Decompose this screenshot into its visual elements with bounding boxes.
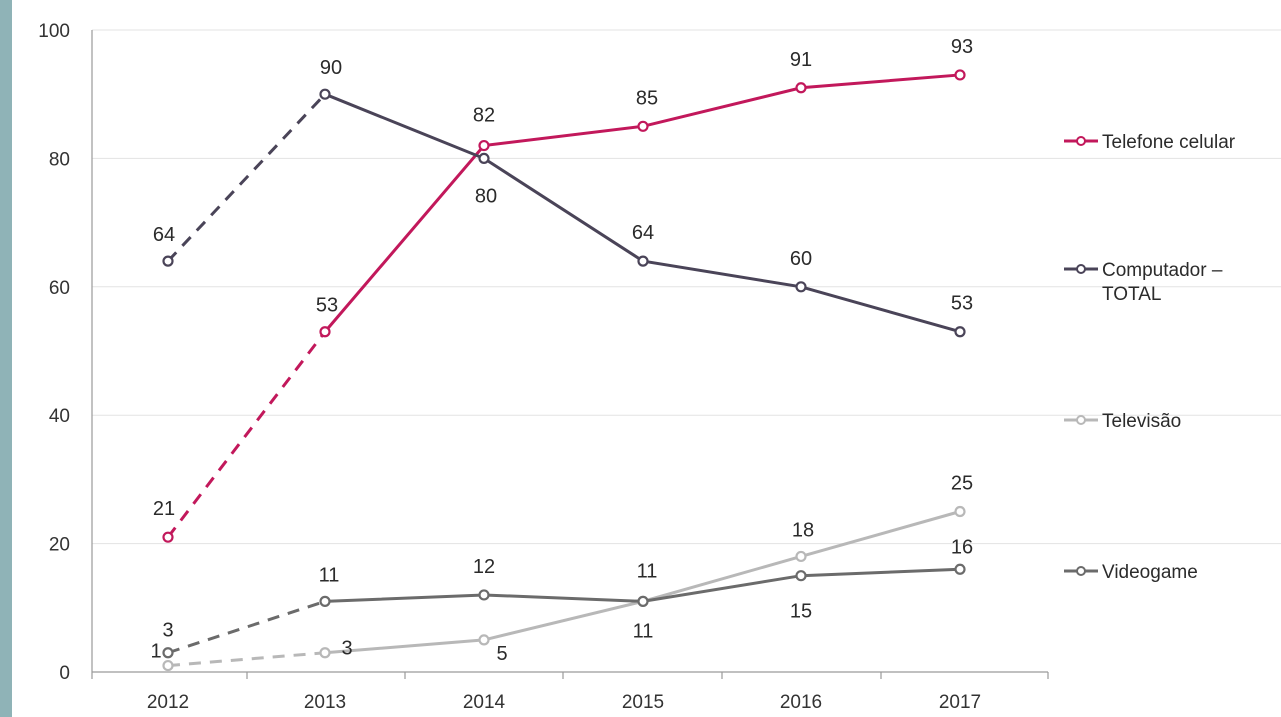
x-tick-label: 2014 xyxy=(463,692,506,713)
data-point xyxy=(319,88,331,100)
series-line-dashed xyxy=(167,599,326,655)
data-point xyxy=(954,326,966,338)
data-point xyxy=(162,255,174,267)
data-label: 82 xyxy=(473,105,495,127)
y-tick-label: 60 xyxy=(49,278,70,299)
data-label: 11 xyxy=(319,564,340,586)
y-tick-label: 0 xyxy=(59,663,70,684)
data-label: 1 xyxy=(150,641,161,663)
data-point xyxy=(478,139,490,152)
data-point xyxy=(478,152,490,164)
left-edge-strip xyxy=(0,0,12,717)
x-tick-label: 2016 xyxy=(780,692,822,713)
x-axis-ticks: 2012 2013 2014 2015 2016 2017 xyxy=(91,672,1049,713)
axes xyxy=(91,30,1048,673)
data-point xyxy=(319,647,331,659)
data-label: 12 xyxy=(473,556,495,578)
legend-marker xyxy=(1076,136,1086,146)
data-label: 53 xyxy=(316,295,338,317)
data-point xyxy=(795,570,807,582)
series-group xyxy=(162,69,966,672)
data-point xyxy=(162,531,174,543)
x-tick-label: 2012 xyxy=(147,692,189,713)
data-label: 21 xyxy=(153,498,175,520)
data-label: 53 xyxy=(951,293,973,315)
legend-marker xyxy=(1076,264,1086,274)
data-label: 18 xyxy=(792,519,814,541)
x-tick-label: 2017 xyxy=(939,692,981,713)
legend-label: Computador – xyxy=(1102,260,1223,281)
data-point xyxy=(954,69,966,81)
data-label: 5 xyxy=(496,643,507,665)
data-label: 91 xyxy=(790,49,812,71)
data-point xyxy=(795,82,807,94)
data-point xyxy=(637,120,649,132)
data-label: 11 xyxy=(633,620,654,642)
data-label: 64 xyxy=(632,222,654,244)
legend-marker xyxy=(1076,566,1086,576)
legend-label: Telefone celular xyxy=(1102,132,1236,153)
data-label: 15 xyxy=(790,601,812,623)
series-line-dashed xyxy=(167,651,326,668)
data-point xyxy=(954,563,966,575)
data-point xyxy=(954,505,966,518)
data-label: 16 xyxy=(951,536,973,558)
data-point xyxy=(478,589,490,601)
x-tick-label: 2015 xyxy=(622,692,664,713)
data-point xyxy=(637,255,649,267)
data-point xyxy=(162,647,174,659)
data-point xyxy=(795,550,807,563)
data-label: 3 xyxy=(162,620,173,642)
data-point xyxy=(162,659,174,672)
data-label: 60 xyxy=(790,248,812,270)
data-point xyxy=(319,326,331,338)
data-label: 80 xyxy=(475,185,497,207)
data-label: 3 xyxy=(341,638,352,660)
legend-label: Videogame xyxy=(1102,562,1198,583)
data-label: 64 xyxy=(153,224,175,246)
series-line-dashed xyxy=(166,330,327,539)
data-point xyxy=(319,595,331,607)
data-label: 90 xyxy=(320,57,342,79)
y-tick-label: 40 xyxy=(49,406,70,427)
series-line xyxy=(323,73,961,333)
data-point xyxy=(795,281,807,293)
legend-marker xyxy=(1076,415,1086,425)
data-label: 85 xyxy=(636,87,658,109)
y-tick-label: 100 xyxy=(38,21,70,42)
data-label: 11 xyxy=(637,560,658,582)
legend-label: TOTAL xyxy=(1102,284,1161,305)
data-label: 93 xyxy=(951,36,973,58)
data-point xyxy=(637,595,649,607)
legend-label: Televisão xyxy=(1102,411,1181,432)
x-tick-label: 2013 xyxy=(304,692,346,713)
y-tick-label: 20 xyxy=(49,535,70,556)
series-line-dashed xyxy=(166,93,327,263)
y-axis-ticks: 0 20 40 60 80 100 xyxy=(38,21,70,684)
y-tick-label: 80 xyxy=(49,149,70,170)
legend: Telefone celular Computador – TOTAL Televis… xyxy=(1064,132,1236,583)
data-label: 25 xyxy=(951,473,973,495)
data-point xyxy=(478,634,490,646)
grid-lines xyxy=(92,29,1281,545)
